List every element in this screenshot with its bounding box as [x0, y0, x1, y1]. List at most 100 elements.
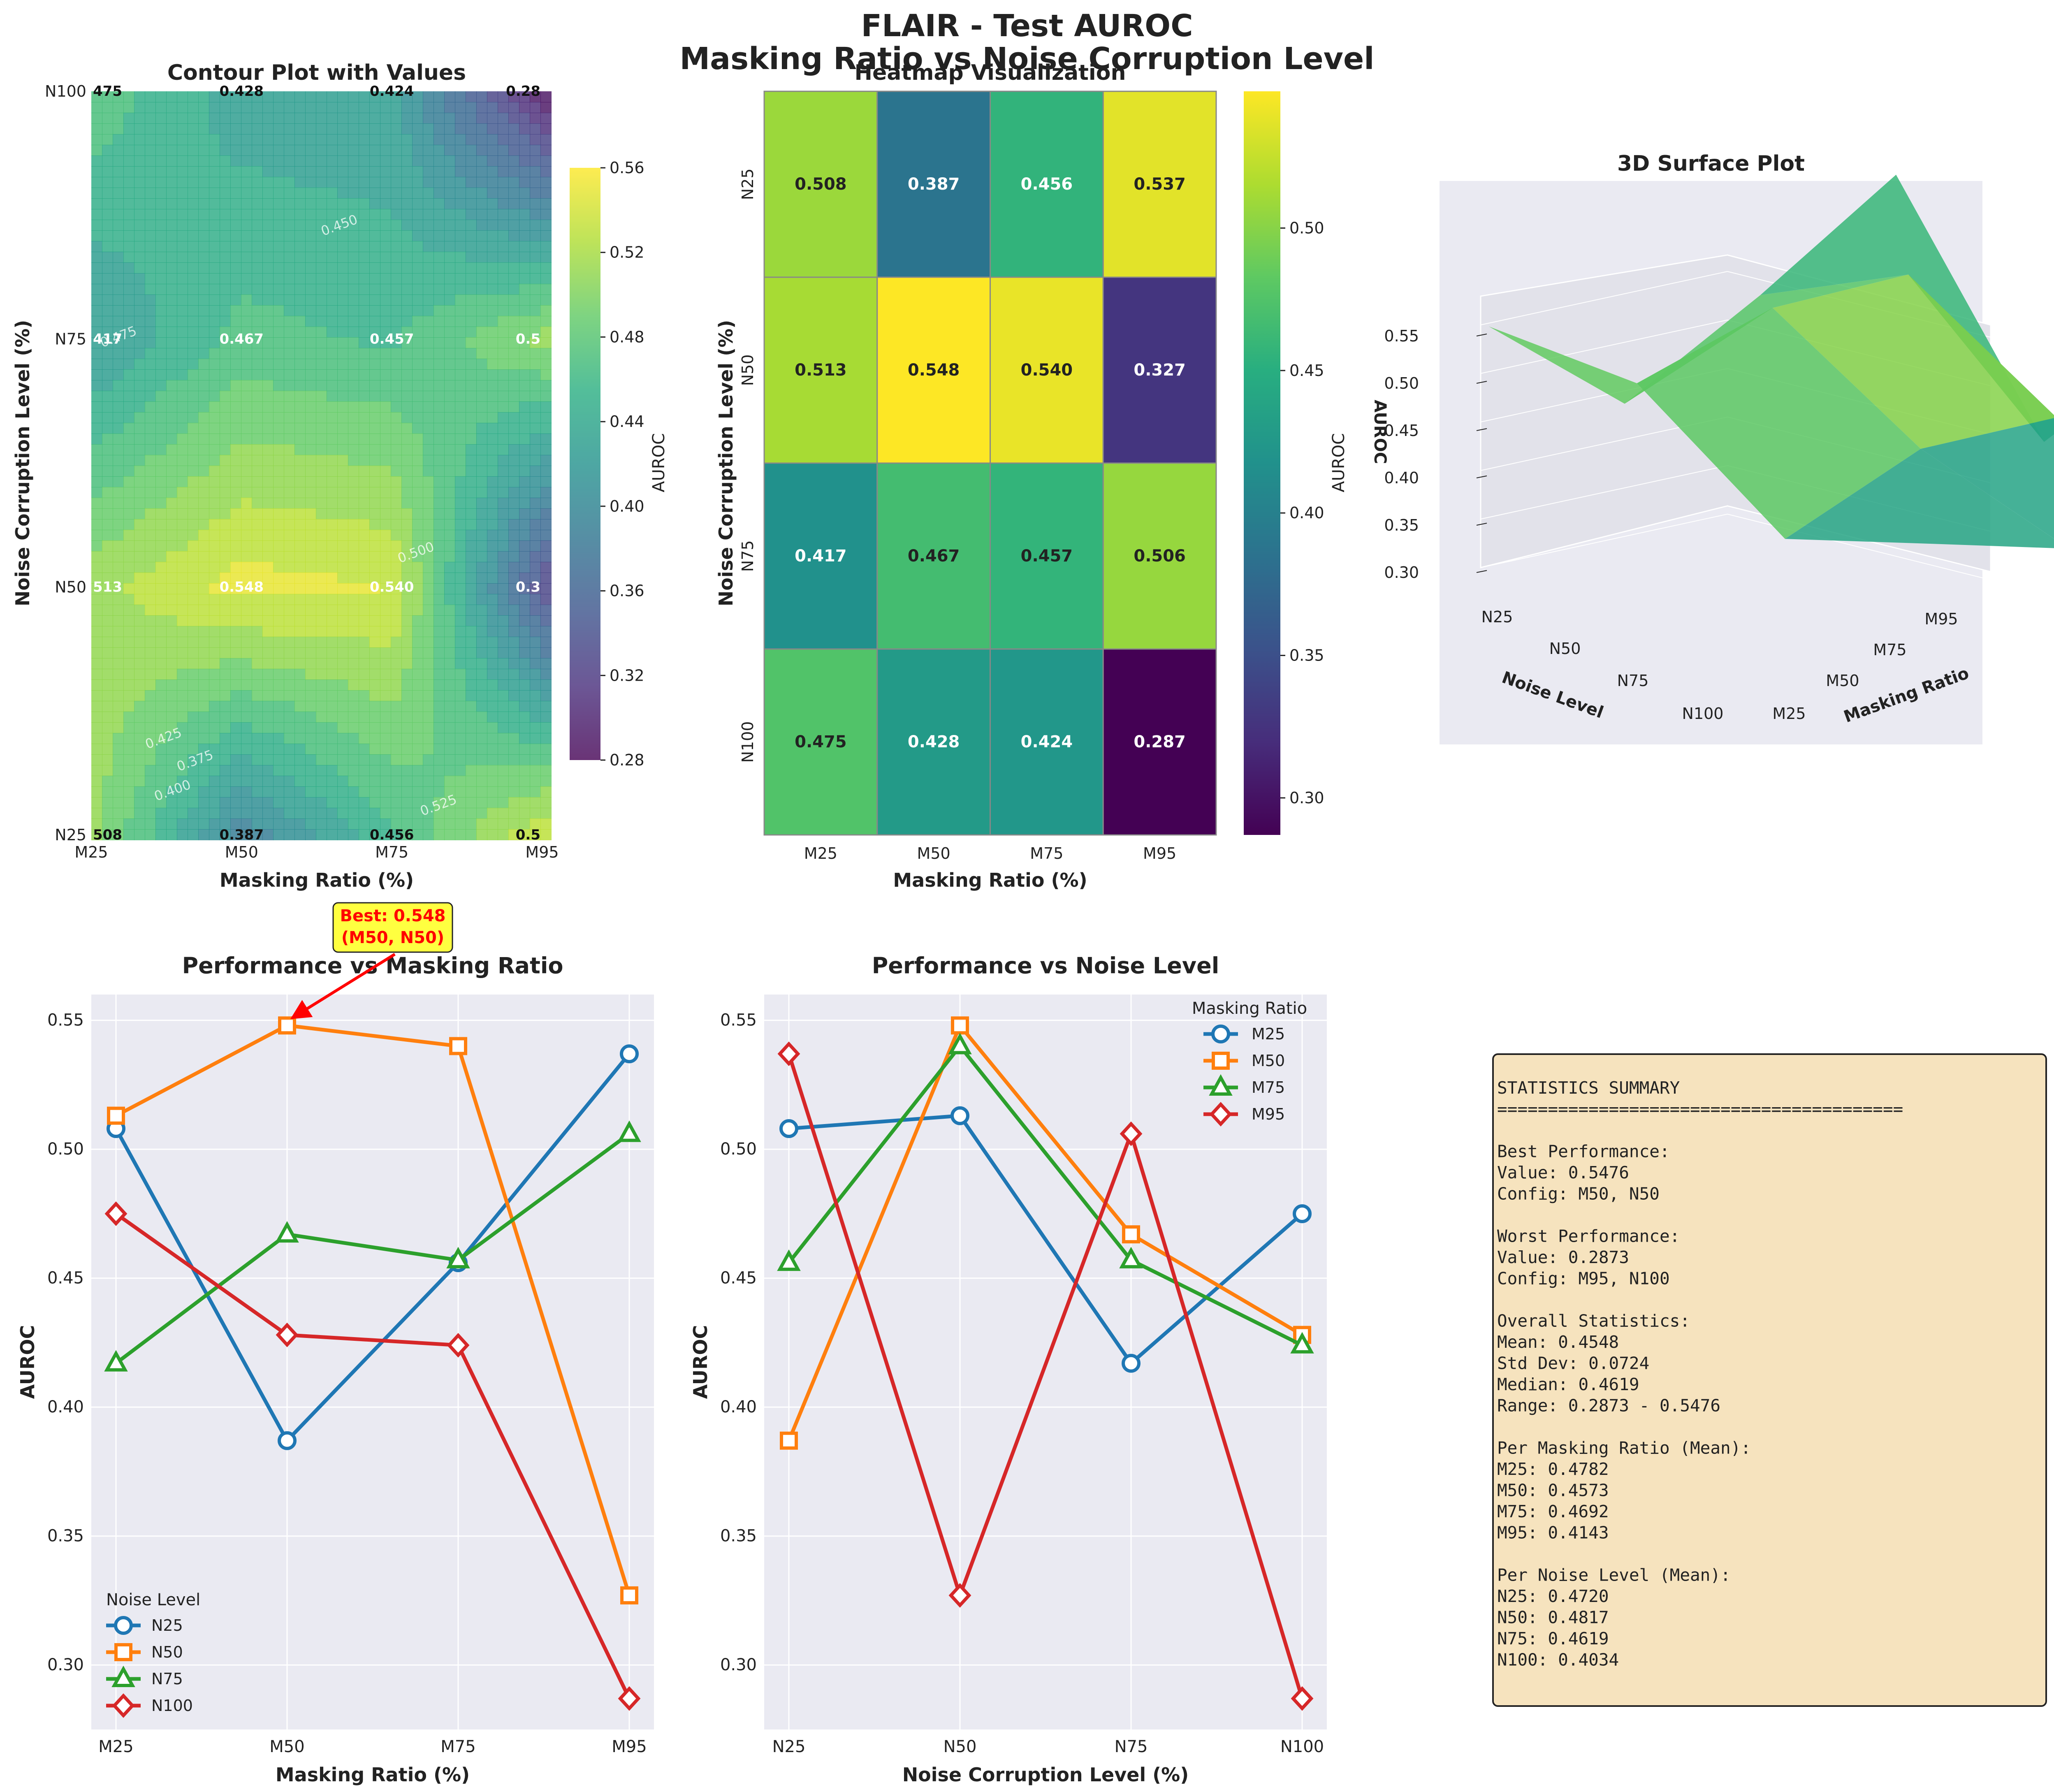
- contour-cell: [91, 455, 102, 466]
- contour-cell: [284, 348, 295, 359]
- contour-cell: [305, 294, 316, 306]
- contour-cell: [113, 754, 124, 765]
- contour-cell: [220, 637, 231, 648]
- contour-cell: [455, 188, 466, 199]
- contour-cell: [348, 808, 359, 819]
- contour-cell: [252, 252, 263, 263]
- contour-cell: [145, 466, 156, 477]
- contour-cell: [530, 102, 541, 113]
- heatmap-x-tick: M50: [917, 844, 950, 862]
- contour-cell: [412, 658, 423, 669]
- contour-cell: [294, 476, 306, 487]
- contour-cell: [508, 262, 519, 274]
- contour-cell: [220, 391, 231, 402]
- contour-cell: [401, 797, 413, 808]
- contour-cell: [241, 91, 252, 102]
- noise-line-point-M95: [948, 1583, 971, 1608]
- contour-cell: [380, 797, 391, 808]
- contour-cell: [145, 722, 156, 733]
- contour-cell: [455, 712, 466, 723]
- contour-cell: [294, 615, 306, 626]
- contour-cell: [369, 401, 380, 413]
- contour-cell: [188, 658, 199, 669]
- contour-cell: [102, 562, 113, 573]
- contour-cell: [155, 669, 167, 680]
- contour-cell: [359, 519, 370, 530]
- contour-cell: [220, 605, 231, 616]
- contour-cell: [145, 551, 156, 562]
- contour-cell: [487, 722, 498, 733]
- contour-cell: [476, 252, 487, 263]
- contour-cell: [294, 252, 306, 263]
- heatmap-cell-label: 0.513: [795, 361, 847, 380]
- contour-cell: [412, 166, 423, 177]
- contour-cell: [487, 466, 498, 477]
- contour-cell: [209, 733, 220, 744]
- contour-cell: [380, 423, 391, 434]
- contour-cell: [530, 252, 541, 263]
- contour-cell: [540, 573, 552, 584]
- contour-cell: [230, 498, 241, 509]
- surface-x-tick: N50: [1549, 640, 1581, 658]
- contour-cell: [230, 434, 241, 445]
- contour-cell: [487, 423, 498, 434]
- contour-cell: [369, 765, 380, 776]
- contour-cell: [359, 369, 370, 380]
- contour-cell: [102, 690, 113, 701]
- contour-cell: [220, 134, 231, 145]
- contour-cell: [220, 305, 231, 316]
- contour-cell: [145, 701, 156, 712]
- contour-cell: [412, 391, 423, 402]
- surface-grid-line: [1480, 320, 1728, 374]
- contour-cell: [241, 188, 252, 199]
- contour-cell: [188, 605, 199, 616]
- contour-cell: [188, 102, 199, 113]
- contour-cell: [498, 679, 509, 691]
- contour-cell: [113, 540, 124, 552]
- contour-cell: [434, 733, 445, 744]
- contour-cell: [230, 786, 241, 797]
- contour-cell: [380, 476, 391, 487]
- contour-cell: [476, 658, 487, 669]
- contour-cell: [241, 220, 252, 231]
- contour-cell: [530, 615, 541, 626]
- contour-cell: [337, 669, 348, 680]
- contour-cell: [423, 647, 434, 658]
- contour-cell: [273, 540, 284, 552]
- contour-cell: [305, 327, 316, 338]
- contour-cell: [455, 134, 466, 145]
- contour-cell: [134, 679, 145, 691]
- contour-cell: [391, 776, 402, 787]
- contour-cell: [540, 594, 552, 605]
- contour-cell: [262, 412, 274, 423]
- contour-cell: [359, 605, 370, 616]
- contour-cell: [273, 401, 284, 413]
- contour-cell: [102, 294, 113, 306]
- contour-cell: [412, 562, 423, 573]
- contour-cell: [498, 316, 509, 327]
- contour-cell: [134, 605, 145, 616]
- contour-cell: [540, 241, 552, 252]
- contour-cell: [476, 519, 487, 530]
- contour-cell: [391, 551, 402, 562]
- contour-cell: [134, 594, 145, 605]
- contour-cell: [359, 294, 370, 306]
- contour-cell: [455, 305, 466, 316]
- contour-cell: [487, 455, 498, 466]
- heatmap-cell: [990, 90, 1104, 278]
- contour-cell: [540, 690, 552, 701]
- contour-cell: [198, 113, 209, 124]
- contour-cell: [401, 573, 413, 584]
- contour-cell: [294, 776, 306, 787]
- contour-cell: [198, 423, 209, 434]
- contour-cell: [401, 273, 413, 284]
- contour-cell: [455, 401, 466, 413]
- contour-cell: [391, 209, 402, 220]
- contour-cell: [412, 605, 423, 616]
- contour-cell: [188, 177, 199, 188]
- contour-cell: [198, 145, 209, 156]
- contour-cell: [166, 252, 177, 263]
- contour-cell: [369, 434, 380, 445]
- contour-cell: [337, 615, 348, 626]
- contour-cell: [423, 829, 434, 840]
